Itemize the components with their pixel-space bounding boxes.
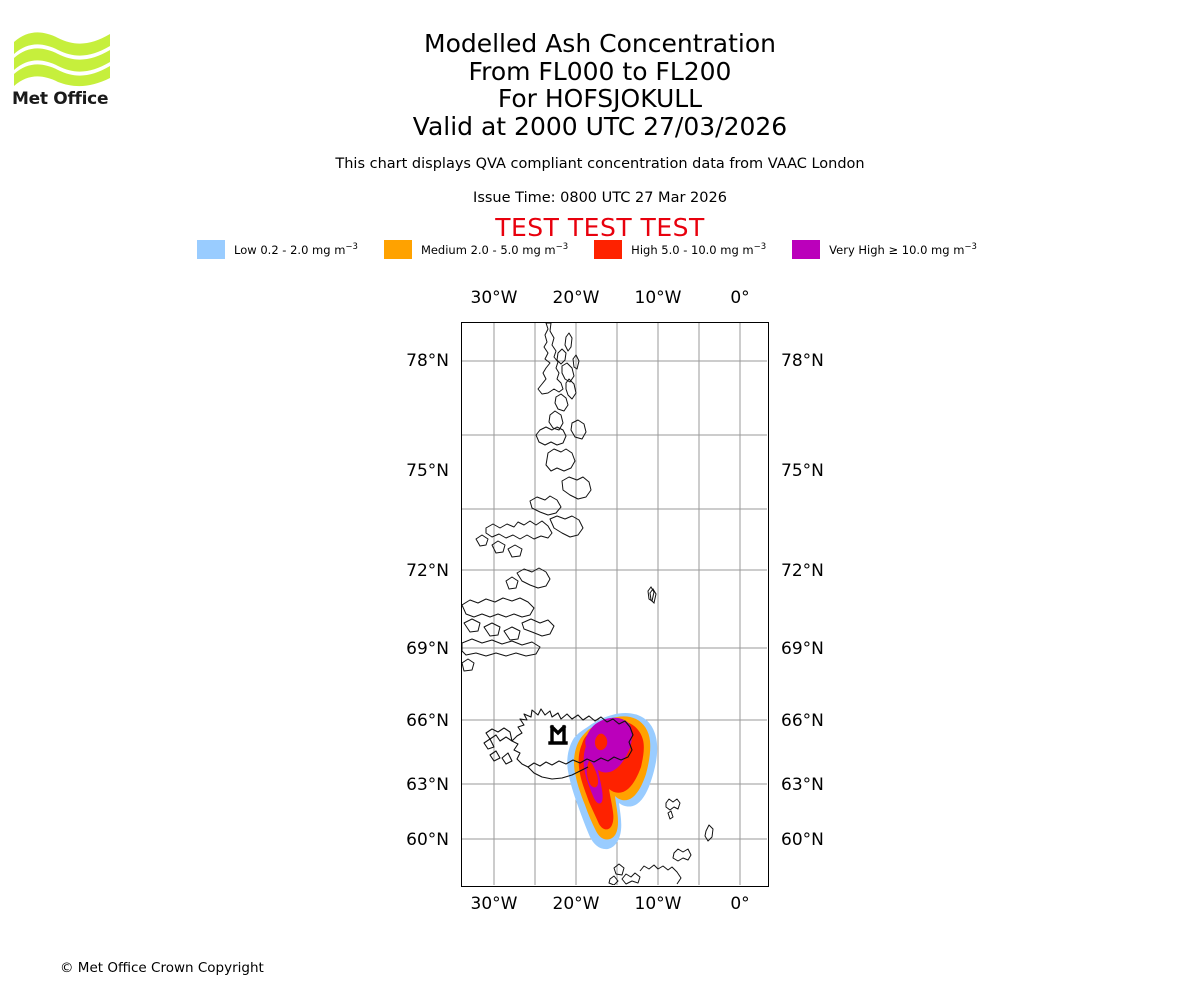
- lat-label-right-69N: 69°N: [781, 639, 824, 659]
- test-banner: TEST TEST TEST: [495, 213, 705, 242]
- map-frame: [461, 322, 769, 887]
- legend-swatch-very-high: [792, 240, 821, 259]
- coastline-faroe-shetland-scotland: [608, 798, 714, 885]
- coastline-greenland: [462, 323, 592, 672]
- lat-label-right-78N: 78°N: [781, 351, 824, 371]
- title-line-4: Valid at 2000 UTC 27/03/2026: [412, 111, 788, 141]
- coastline-small-island: [647, 586, 655, 602]
- page-title: Modelled Ash Concentration From FL000 to…: [0, 30, 1200, 140]
- map-canvas: [462, 323, 767, 885]
- legend-item-high: High 5.0 - 10.0 mg m−3: [594, 240, 792, 259]
- lat-label-left-72N: 72°N: [406, 561, 449, 581]
- met-office-logo-text: Met Office: [12, 89, 109, 109]
- ash-inner-detail: [586, 733, 608, 788]
- legend-item-medium: Medium 2.0 - 5.0 mg m−3: [383, 240, 594, 259]
- lon-label-bottom-10W: 10°W: [634, 894, 682, 914]
- met-office-wave-icon: [14, 32, 110, 87]
- lon-label-bottom-30W: 30°W: [470, 894, 518, 914]
- lon-label-top-0: 0°: [730, 288, 750, 308]
- lat-label-left-69N: 69°N: [406, 639, 449, 659]
- coastline-iceland: [483, 708, 634, 780]
- lat-label-right-63N: 63°N: [781, 775, 824, 795]
- lon-label-top-30W: 30°W: [470, 288, 518, 308]
- lat-label-left-63N: 63°N: [406, 775, 449, 795]
- issue-time-text: Issue Time: 0800 UTC 27 Mar 2026: [473, 190, 727, 206]
- lat-label-right-72N: 72°N: [781, 561, 824, 581]
- legend-label-high: High 5.0 - 10.0 mg m−3: [631, 242, 767, 257]
- title-line-1: Modelled Ash Concentration: [424, 29, 776, 58]
- lat-label-right-66N: 66°N: [781, 711, 824, 731]
- lon-label-top-10W: 10°W: [634, 288, 682, 308]
- lon-label-bottom-0: 0°: [730, 894, 750, 914]
- lat-label-right-60N: 60°N: [781, 830, 824, 850]
- lat-label-left-78N: 78°N: [406, 351, 449, 371]
- concentration-legend: Low 0.2 - 2.0 mg m−3 Medium 2.0 - 5.0 mg…: [0, 240, 1200, 259]
- legend-swatch-low: [197, 240, 226, 259]
- lat-label-left-66N: 66°N: [406, 711, 449, 731]
- legend-item-low: Low 0.2 - 2.0 mg m−3: [197, 240, 384, 259]
- lat-label-left-75N: 75°N: [406, 461, 449, 481]
- title-line-3: For HOFSJOKULL: [497, 84, 703, 113]
- legend-label-medium: Medium 2.0 - 5.0 mg m−3: [420, 242, 569, 257]
- legend-label-low: Low 0.2 - 2.0 mg m−3: [234, 242, 358, 257]
- legend-swatch-high: [594, 240, 623, 259]
- copyright-text: © Met Office Crown Copyright: [60, 960, 264, 976]
- legend-label-very-high: Very High ≥ 10.0 mg m−3: [829, 242, 977, 257]
- lat-label-right-75N: 75°N: [781, 461, 824, 481]
- legend-item-very-high: Very High ≥ 10.0 mg m−3: [792, 240, 1003, 259]
- met-office-logo: Met Office: [12, 26, 112, 110]
- lon-label-bottom-20W: 20°W: [552, 894, 600, 914]
- lat-label-left-60N: 60°N: [406, 830, 449, 850]
- legend-swatch-medium: [383, 240, 412, 259]
- lon-label-top-20W: 20°W: [552, 288, 600, 308]
- volcano-marker-hofsjokull: [548, 724, 568, 745]
- map-gridlines: [462, 323, 767, 885]
- ash-concentration-map: 30°W 20°W 10°W 0° 30°W 20°W 10°W 0° 78°N…: [406, 288, 824, 914]
- title-line-2: From FL000 to FL200: [468, 56, 732, 86]
- chart-subtitle: This chart displays QVA compliant concen…: [335, 156, 865, 172]
